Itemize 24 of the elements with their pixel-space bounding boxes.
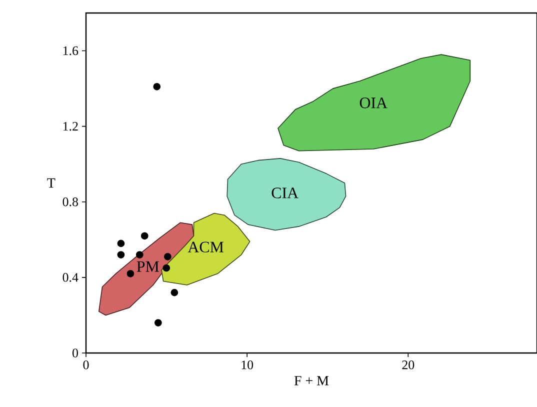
point — [164, 252, 172, 260]
y-axis-title: T — [47, 178, 56, 188]
point — [162, 264, 170, 272]
point — [153, 82, 161, 90]
y-tick-label: 0 — [72, 348, 78, 358]
point — [154, 319, 162, 326]
x-tick-label: 0 — [83, 360, 89, 370]
x-axis-title: F + M — [294, 376, 329, 386]
point — [117, 240, 125, 248]
y-tick-label: 0.4 — [62, 273, 78, 282]
series-label: CIA — [272, 188, 298, 198]
y-tick-label: 1.2 — [63, 122, 78, 131]
point — [136, 251, 144, 258]
x-tick-label: 10 — [242, 360, 254, 370]
point — [126, 270, 134, 278]
series-label: OIA — [360, 98, 388, 108]
series-label: ACM — [188, 242, 224, 252]
point — [117, 251, 125, 258]
y-tick-label: 0.8 — [62, 197, 78, 206]
point — [140, 232, 148, 240]
series-label: PM — [136, 261, 159, 272]
y-tick-label: 1.6 — [63, 46, 78, 56]
x-tick-label: 20 — [402, 360, 414, 370]
point — [170, 288, 178, 296]
